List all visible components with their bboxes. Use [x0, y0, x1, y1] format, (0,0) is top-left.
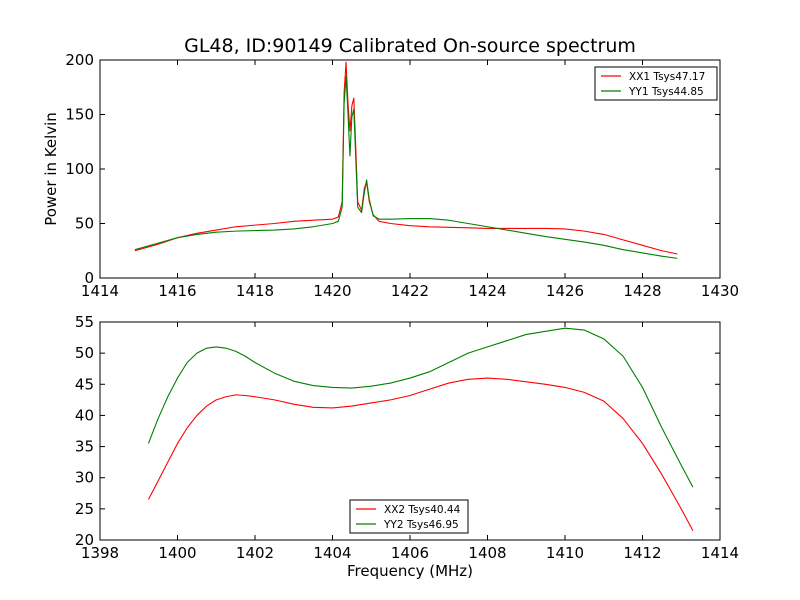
legend: XX2 Tsys40.44 YY2 Tsys46.95	[349, 499, 469, 534]
legend-label: YY1 Tsys44.85	[628, 86, 704, 98]
y-tick-label: 55	[75, 313, 94, 331]
y-tick-label: 50	[75, 215, 94, 233]
x-tick-label: 1426	[546, 282, 584, 300]
x-tick-label: 1410	[546, 544, 584, 562]
x-tick-label: 1414	[81, 282, 119, 300]
chart-1: 1414 1416 1418 1420 1422 1424 1426 1428 1430 0 50 1…	[42, 35, 739, 300]
series-line-2	[134, 75, 678, 259]
legend-label: XX2 Tsys40.44	[384, 504, 461, 516]
x-tick-label: 1418	[236, 282, 274, 300]
x-tick-label: 1422	[391, 282, 429, 300]
legend-box	[594, 66, 718, 101]
x-axis-label: Frequency (MHz)	[347, 562, 473, 580]
legend: XX1 Tsys47.17 YY1 Tsys44.85	[594, 66, 718, 101]
legend-label: XX1 Tsys47.17	[629, 71, 705, 83]
series-line-1	[147, 377, 694, 531]
x-tick-label: 1428	[623, 282, 661, 300]
y-tick-label: 25	[75, 500, 94, 518]
y-tick-label: 35	[75, 438, 94, 456]
y-tick-label: 50	[75, 344, 94, 362]
y-tick-label: 0	[84, 269, 94, 287]
chart-title: GL48, ID:90149 Calibrated On-source spec…	[184, 35, 636, 57]
series-group	[134, 61, 678, 259]
y-axis-label: Power in Kelvin	[42, 112, 60, 226]
x-tick-label: 1408	[468, 544, 506, 562]
y-tick-label: 40	[75, 406, 94, 424]
y-tick-label: 100	[65, 160, 94, 178]
x-tick-label: 1424	[468, 282, 506, 300]
y-tick-label: 45	[75, 375, 94, 393]
y-tick-label: 200	[65, 51, 94, 69]
x-tick-label: 1398	[81, 544, 119, 562]
x-tick-label: 1400	[158, 544, 196, 562]
x-tick-label: 1416	[158, 282, 196, 300]
x-tick-label: 1402	[236, 544, 274, 562]
chart-2: 1398 1400 1402 1404 1406 1408 1410 1412 1414 20 25…	[75, 313, 739, 580]
series-line-2	[147, 327, 694, 488]
y-tick-label: 30	[75, 469, 94, 487]
x-tick-label: 1430	[701, 282, 739, 300]
x-tick-label: 1412	[623, 544, 661, 562]
legend-label: YY2 Tsys46.95	[383, 519, 459, 531]
legend-box	[349, 499, 469, 534]
y-tick-label: 150	[65, 106, 94, 124]
x-tick-label: 1406	[391, 544, 429, 562]
x-tick-label: 1404	[313, 544, 351, 562]
x-tick-label: 1420	[313, 282, 351, 300]
x-tick-label: 1414	[701, 544, 739, 562]
series-group	[147, 327, 694, 531]
y-tick-label: 20	[75, 531, 94, 549]
